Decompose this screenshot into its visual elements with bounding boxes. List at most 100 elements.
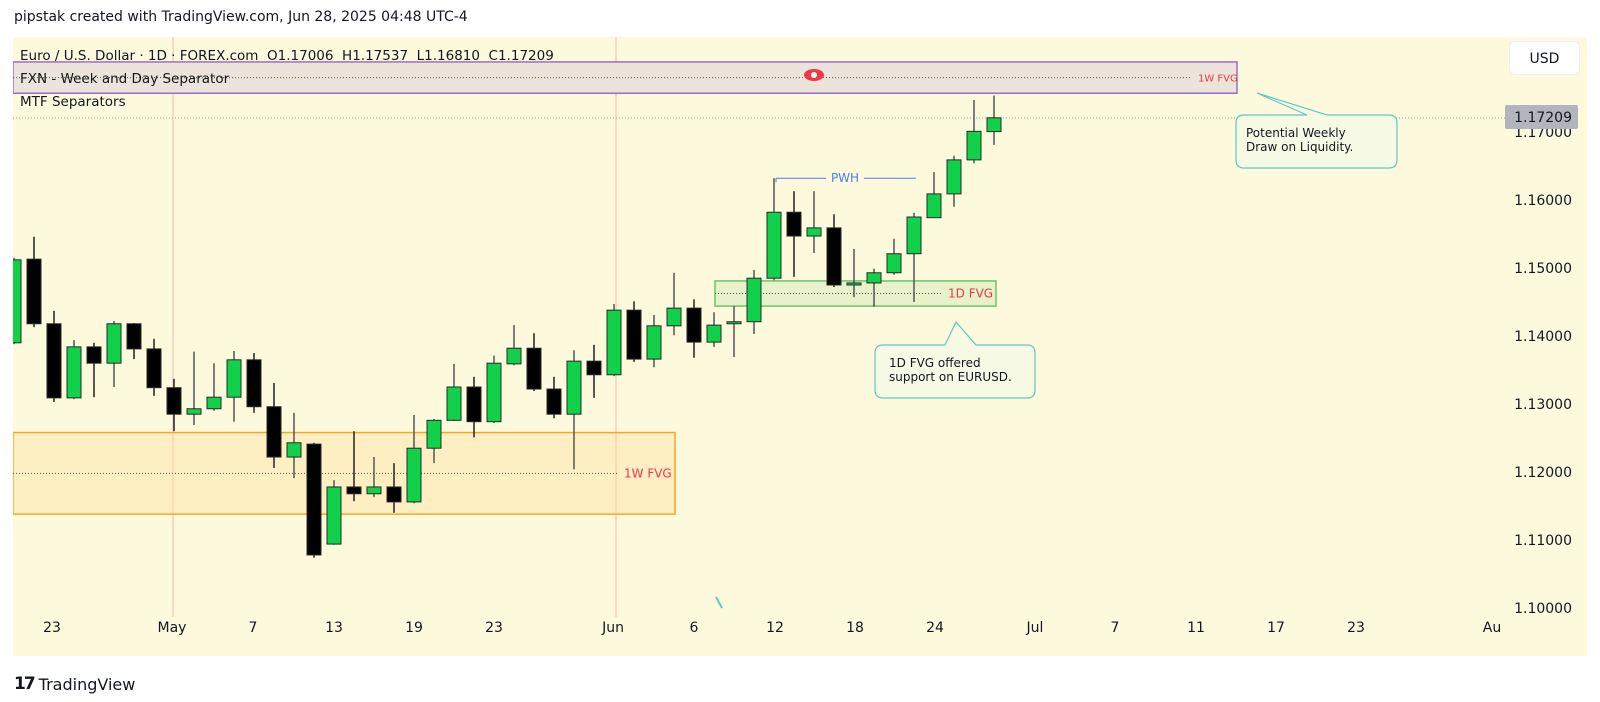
time-tick-label: Jul: [1026, 620, 1044, 636]
time-tick-label: 23: [1347, 620, 1365, 636]
candle-body: [206, 396, 222, 410]
candle: [746, 270, 762, 334]
time-tick-label: 24: [926, 620, 944, 636]
candle: [26, 236, 42, 328]
candle: [766, 178, 782, 281]
price-tick-label: 1.14000: [1514, 329, 1572, 345]
candle-body: [146, 348, 162, 389]
candle-body: [866, 272, 882, 284]
time-tick-label: 18: [846, 620, 864, 636]
footer-brand-text: TradingView: [38, 674, 136, 694]
candle: [686, 299, 702, 358]
time-tick-label: May: [158, 620, 187, 636]
candle-body: [726, 321, 742, 325]
candle: [626, 301, 642, 362]
candle-body: [506, 347, 522, 365]
candle: [86, 342, 102, 398]
candle-body: [786, 211, 802, 237]
daily-fvg-label: 1D FVG: [948, 287, 993, 301]
time-tick-label: Jun: [601, 620, 624, 636]
footer-brand: 𝟭𝟳 TradingView: [14, 674, 135, 694]
candle: [226, 350, 242, 422]
legend-symbol[interactable]: Euro / U.S. Dollar · 1D · FOREX.com O1.1…: [20, 48, 554, 64]
candle: [286, 412, 302, 479]
candle-body: [686, 307, 702, 343]
time-tick-label: 17: [1267, 620, 1285, 636]
weekly-fvg-top-label: 1W FVG: [1198, 74, 1238, 85]
candle-body: [746, 277, 762, 323]
candle: [646, 314, 662, 368]
candle-body: [966, 130, 982, 161]
candle: [926, 172, 942, 219]
time-tick-label: 19: [405, 620, 423, 636]
candle: [666, 272, 682, 336]
candle: [906, 212, 922, 302]
candle: [146, 338, 162, 396]
candle-body: [86, 346, 102, 364]
candle-body: [286, 442, 302, 458]
candle: [586, 344, 602, 398]
candle-body: [166, 387, 182, 415]
candle: [866, 268, 882, 307]
candle-body: [186, 408, 202, 415]
candle-body: [26, 258, 42, 325]
candle-body: [366, 486, 382, 495]
candle-body: [66, 346, 82, 399]
candle-body: [806, 227, 822, 237]
candle-body: [646, 325, 662, 360]
pwh-label: PWH: [831, 171, 859, 185]
candle: [13, 257, 22, 345]
time-axis[interactable]: 23 May 7 13 19 23 Jun 6 12 18 24 Jul 7 11 17 23 Au: [43, 620, 1501, 636]
candle-body: [486, 362, 502, 423]
currency-button[interactable]: USD: [1509, 41, 1580, 75]
candle: [506, 325, 522, 366]
candle-body: [706, 324, 722, 343]
last-price-label: 1.17209: [1514, 110, 1572, 126]
candle: [986, 95, 1002, 145]
time-tick-label: 12: [766, 620, 784, 636]
candle: [266, 382, 282, 468]
candle-body: [886, 253, 902, 274]
candle: [206, 363, 222, 411]
price-tick-label: 1.10000: [1514, 601, 1572, 617]
weekly-fvg-bottom-label: 1W FVG: [624, 466, 672, 480]
time-tick-label: 7: [249, 620, 258, 636]
candle-body: [306, 443, 322, 556]
callout-weekly-text: Potential Weekly Draw on Liquidity.: [1246, 126, 1354, 154]
candle: [946, 155, 962, 207]
price-tick-label: 1.11000: [1514, 533, 1572, 549]
candle-body: [666, 307, 682, 327]
candle-body: [466, 386, 482, 423]
candle-body: [986, 117, 1002, 133]
candle: [166, 378, 182, 432]
time-tick-label: 6: [690, 620, 699, 636]
callout-weekly-bubble: [1235, 92, 1398, 169]
legend-indicator-separator[interactable]: FXN - Week and Day Separator: [20, 71, 230, 87]
candle-body: [106, 323, 122, 364]
candle: [46, 310, 62, 402]
callout-daily-bubble: [874, 320, 1036, 399]
candle-body: [606, 309, 622, 376]
candle: [486, 355, 502, 424]
candle: [326, 480, 342, 545]
candle-body: [946, 159, 962, 195]
candle-body: [246, 359, 262, 408]
candle: [826, 214, 842, 288]
candle-body: [906, 216, 922, 255]
candle-body: [926, 193, 942, 219]
time-tick-label: Au: [1483, 620, 1501, 636]
legend-indicator-mtf[interactable]: MTF Separators: [20, 94, 126, 110]
candle: [306, 442, 322, 558]
candle-body: [346, 486, 362, 495]
candle-body: [326, 486, 342, 545]
candle: [706, 312, 722, 347]
candle: [806, 191, 822, 254]
candle-body: [226, 359, 242, 398]
price-tick-label: 1.16000: [1514, 193, 1572, 209]
eye-icon[interactable]: [804, 69, 824, 81]
eye-icon-pupil: [811, 72, 817, 78]
candle-body: [126, 323, 142, 350]
callout-pointer-fragment: [715, 596, 723, 609]
candle: [366, 457, 382, 498]
